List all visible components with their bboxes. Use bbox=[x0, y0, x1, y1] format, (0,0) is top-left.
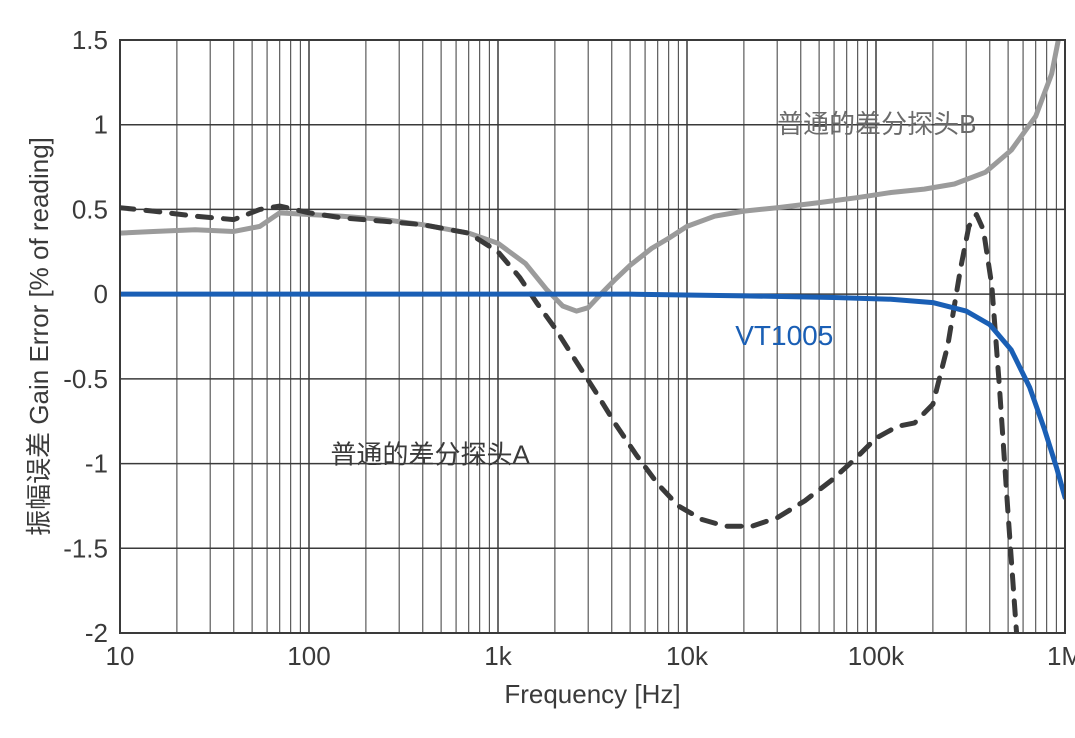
x-tick-label: 100k bbox=[848, 641, 905, 671]
x-tick-label: 100 bbox=[287, 641, 330, 671]
y-axis-label: 振幅误差 Gain Error [% of reading] bbox=[24, 137, 54, 536]
y-tick-label: -2 bbox=[85, 618, 108, 648]
x-tick-label: 1k bbox=[484, 641, 512, 671]
chart-svg: 普通的差分探头B 普通的差分探头A VT1005 -2 -1.5 -1 -0.5 0 0.5 1 1… bbox=[20, 20, 1075, 713]
y-tick-label: -0.5 bbox=[63, 364, 108, 394]
series-label-probe-b: 普通的差分探头B bbox=[777, 109, 976, 139]
series-label-vt1005: VT1005 bbox=[735, 320, 833, 351]
y-tick-label: 0.5 bbox=[72, 194, 108, 224]
x-tick-label: 10 bbox=[106, 641, 135, 671]
y-tick-label: -1.5 bbox=[63, 533, 108, 563]
x-tick-label: 1M bbox=[1047, 641, 1075, 671]
x-axis-label: Frequency [Hz] bbox=[504, 679, 680, 709]
x-tick-label: 10k bbox=[666, 641, 709, 671]
gain-error-chart: 普通的差分探头B 普通的差分探头A VT1005 -2 -1.5 -1 -0.5 0 0.5 1 1… bbox=[20, 20, 1055, 718]
y-tick-label: 0 bbox=[94, 279, 108, 309]
series-label-probe-a: 普通的差分探头A bbox=[331, 440, 531, 470]
y-tick-label: 1 bbox=[94, 110, 108, 140]
y-tick-label: 1.5 bbox=[72, 25, 108, 55]
y-tick-label: -1 bbox=[85, 449, 108, 479]
